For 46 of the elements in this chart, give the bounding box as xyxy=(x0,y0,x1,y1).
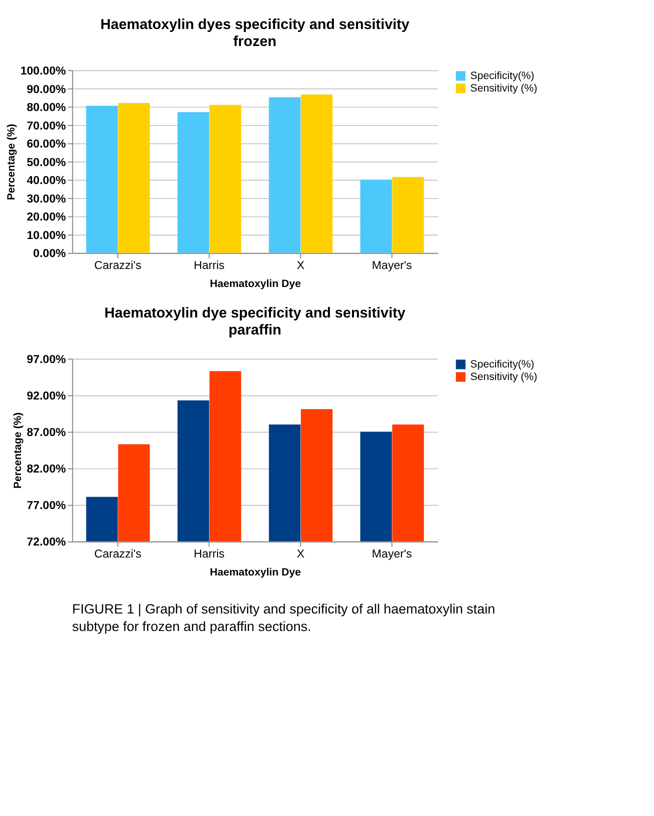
y-tick-label: 92.00% xyxy=(26,390,66,403)
y-tick-label: 20.00% xyxy=(26,212,66,224)
bar xyxy=(210,104,242,253)
y-tick-label: 40.00% xyxy=(26,175,66,188)
x-tick-label: Mayer's xyxy=(372,548,412,560)
bar xyxy=(118,103,150,253)
caption: FIGURE 1 | Graph of sensitivity and specificity of all haematoxylin stain subtype for frozen and paraffin sections. xyxy=(72,602,496,634)
y-tick-label: 82.00% xyxy=(26,464,66,476)
y-tick-label: 10.00% xyxy=(26,230,66,242)
y-tick-label: 80.00% xyxy=(26,102,66,114)
bar xyxy=(86,106,118,253)
y-tick-label: 0.00% xyxy=(33,248,66,260)
legend-label: Specificity(%) xyxy=(470,70,534,82)
x-axis-title: Haematoxylin Dye xyxy=(210,566,301,579)
legend-label: Sensitivity (%) xyxy=(470,82,538,94)
y-axis-title: Percentage (%) xyxy=(6,124,18,200)
y-axis-title: Percentage (%) xyxy=(12,412,24,489)
bar xyxy=(268,97,301,253)
legend-label: Sensitivity (%) xyxy=(470,370,538,383)
x-tick-label: X xyxy=(296,260,305,272)
bar xyxy=(360,180,392,253)
chart-subtitle: frozen xyxy=(233,34,276,50)
chart-title: Haematoxylin dyes specificity and sensitivity xyxy=(100,16,410,33)
chart-subtitle: paraffin xyxy=(228,322,282,339)
y-tick-label: 100.00% xyxy=(20,65,66,78)
y-tick-label: 87.00% xyxy=(26,427,66,440)
y-tick-label: 30.00% xyxy=(26,193,66,206)
x-tick-label: X xyxy=(296,548,305,560)
x-axis-title: Haematoxylin Dye xyxy=(210,278,301,290)
x-tick-label: Harris xyxy=(194,260,225,272)
y-tick-label: 72.00% xyxy=(26,536,66,549)
legend-label: Specificity(%) xyxy=(470,358,534,370)
y-tick-label: 70.00% xyxy=(26,120,66,132)
chart-title: Haematoxylin dye specificity and sensitivity xyxy=(104,305,406,322)
x-tick-label: Carazzi's xyxy=(94,260,142,272)
y-tick-label: 60.00% xyxy=(26,138,66,151)
bar xyxy=(300,94,333,253)
x-tick-label: Carazzi's xyxy=(94,548,142,560)
y-tick-label: 77.00% xyxy=(26,500,66,512)
x-tick-label: Harris xyxy=(194,548,225,560)
y-tick-label: 50.00% xyxy=(26,156,66,169)
y-tick-label: 97.00% xyxy=(26,354,66,366)
bar xyxy=(392,177,424,253)
bar xyxy=(178,112,210,253)
x-tick-label: Mayer's xyxy=(372,260,412,272)
y-tick-label: 90.00% xyxy=(26,84,66,96)
